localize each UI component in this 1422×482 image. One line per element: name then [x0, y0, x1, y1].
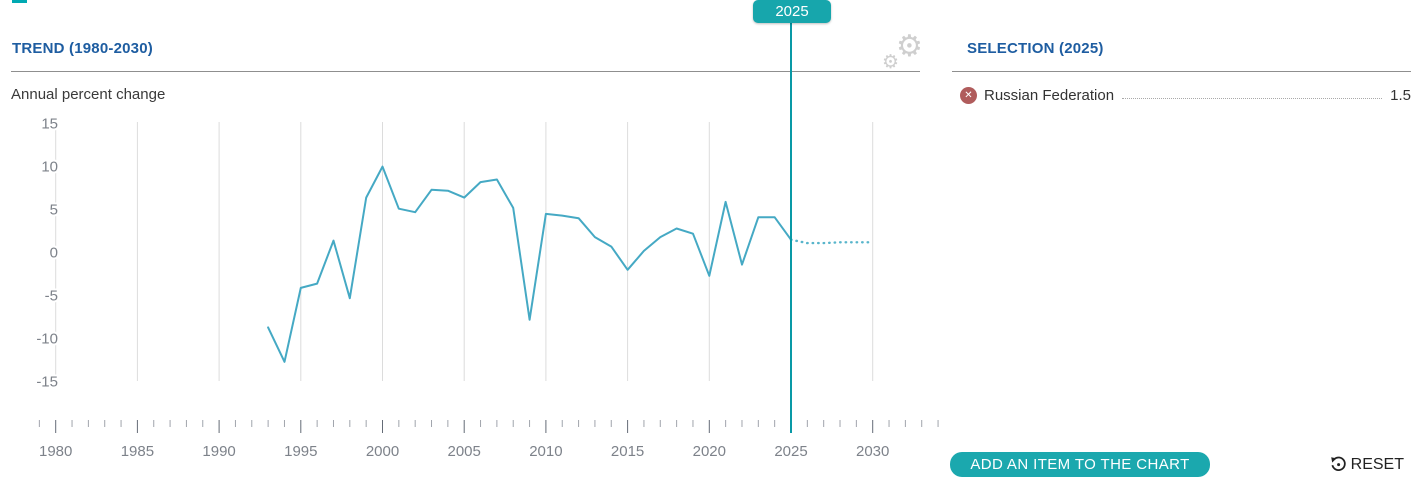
svg-text:2020: 2020	[693, 443, 726, 460]
svg-text:2005: 2005	[448, 443, 481, 460]
svg-text:5: 5	[50, 202, 58, 219]
svg-text:1995: 1995	[284, 443, 317, 460]
svg-text:-10: -10	[36, 331, 58, 348]
svg-text:2015: 2015	[611, 443, 644, 460]
leader-dots	[1122, 97, 1383, 99]
chart-units-label: Annual percent change	[11, 86, 166, 103]
reset-button-label: RESET	[1350, 455, 1404, 473]
selection-item-value: 1.5	[1390, 87, 1411, 104]
svg-text:0: 0	[50, 245, 58, 262]
remove-item-icon[interactable]: ✕	[960, 87, 977, 104]
svg-text:10: 10	[41, 159, 58, 176]
svg-text:-5: -5	[45, 288, 58, 305]
svg-text:1985: 1985	[121, 443, 154, 460]
settings-gear-small-icon[interactable]: ⚙	[882, 52, 900, 73]
svg-text:2025: 2025	[774, 443, 807, 460]
accent-bar	[12, 0, 27, 3]
svg-text:1990: 1990	[202, 443, 235, 460]
selection-row: ✕ Russian Federation 1.5	[960, 87, 1411, 104]
reset-history-icon	[1330, 456, 1346, 471]
selection-header-divider	[952, 71, 1411, 72]
svg-text:-15: -15	[36, 374, 58, 391]
add-item-button[interactable]: ADD AN ITEM TO THE CHART	[950, 452, 1210, 477]
svg-text:15: 15	[41, 116, 58, 133]
selection-item-label: Russian Federation	[984, 87, 1115, 104]
trend-line-chart[interactable]: 15 10 5 0 -5 -10 -15 1980 1985 1990 1995 2000 2005 20…	[0, 0, 950, 482]
year-marker-badge[interactable]: 2025	[753, 0, 831, 23]
add-item-button-label: ADD AN ITEM TO THE CHART	[970, 456, 1190, 473]
svg-text:2010: 2010	[529, 443, 562, 460]
svg-text:2030: 2030	[856, 443, 889, 460]
reset-button[interactable]: RESET	[1324, 452, 1410, 477]
selection-panel-title: SELECTION (2025)	[967, 40, 1104, 57]
trend-header-divider	[11, 71, 920, 72]
trend-panel-title: TREND (1980-2030)	[12, 40, 153, 57]
year-marker-label: 2025	[775, 3, 809, 20]
svg-text:2000: 2000	[366, 443, 399, 460]
settings-gear-icon[interactable]: ⚙	[896, 30, 923, 63]
svg-text:1980: 1980	[39, 443, 72, 460]
